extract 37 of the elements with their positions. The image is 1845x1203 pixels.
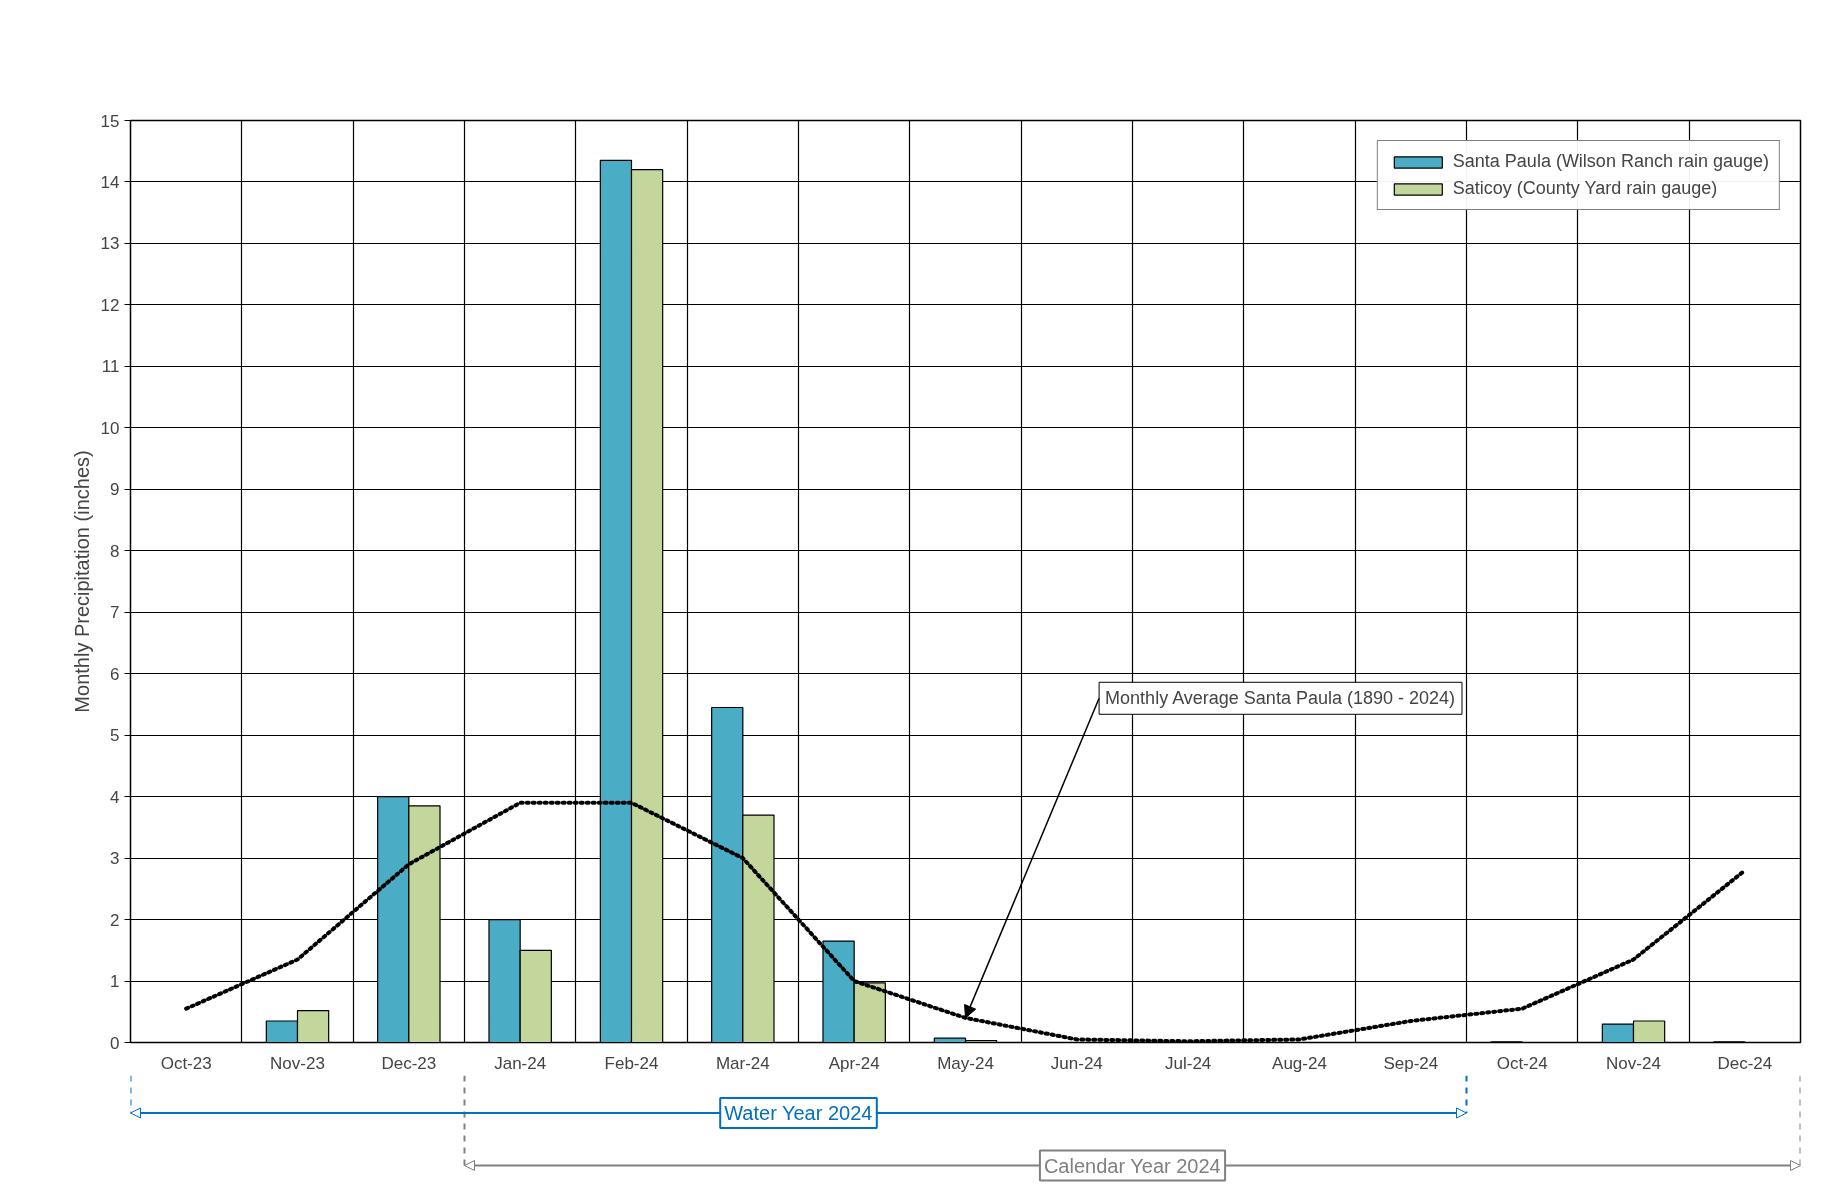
- x-tick-label: Aug-24: [1272, 1053, 1327, 1073]
- annotation: Monthly Average Santa Paula (1890 - 2024): [1105, 688, 1456, 709]
- x-tick-label: Apr-24: [828, 1053, 880, 1073]
- x-tick-label: Dec-24: [1717, 1053, 1773, 1073]
- y-tick-label: 1: [110, 972, 120, 992]
- y-tick-label: 5: [110, 726, 120, 746]
- y-tick-label: 4: [110, 787, 120, 807]
- legend-label: Saticoy (County Yard rain gauge): [1452, 178, 1718, 199]
- y-tick-label: 2: [110, 910, 120, 930]
- y-axis-title: Monthly Precipitation (inches): [70, 450, 93, 713]
- x-tick-label: Jul-24: [1165, 1053, 1212, 1073]
- x-tick-label: Oct-24: [1496, 1053, 1548, 1073]
- y-tick-label: 9: [110, 480, 120, 500]
- x-tick-label: Jun-24: [1050, 1053, 1103, 1073]
- y-tick-label: 7: [110, 603, 120, 623]
- y-tick-label: 6: [110, 664, 120, 684]
- y-tick-label: 3: [110, 849, 120, 869]
- y-tick-label: 10: [100, 418, 120, 438]
- x-tick-label: Dec-23: [381, 1053, 437, 1073]
- legend-label: Santa Paula (Wilson Ranch rain gauge): [1452, 151, 1769, 172]
- text: Calendar Year 2024: [1043, 1154, 1221, 1177]
- x-tick-label: Nov-24: [1606, 1053, 1661, 1073]
- x-tick-label: Sep-24: [1383, 1053, 1439, 1073]
- x-tick-label: Nov-23: [270, 1053, 325, 1073]
- text: Water Year 2024: [724, 1102, 873, 1124]
- y-tick-label: 0: [110, 1033, 120, 1053]
- x-tick-label: Mar-24: [715, 1053, 770, 1073]
- x-tick-label: Feb-24: [604, 1053, 659, 1073]
- x-tick-label: Jan-24: [494, 1053, 547, 1073]
- x-tick-label: May-24: [937, 1053, 994, 1073]
- y-tick-label: 12: [100, 295, 120, 315]
- y-tick-label: 8: [110, 541, 120, 561]
- y-tick-label: 13: [100, 234, 120, 254]
- y-tick-label: 11: [101, 357, 120, 377]
- y-tick-label: 14: [100, 172, 120, 192]
- y-tick-label: 15: [100, 111, 120, 131]
- x-tick-label: Oct-23: [160, 1053, 212, 1073]
